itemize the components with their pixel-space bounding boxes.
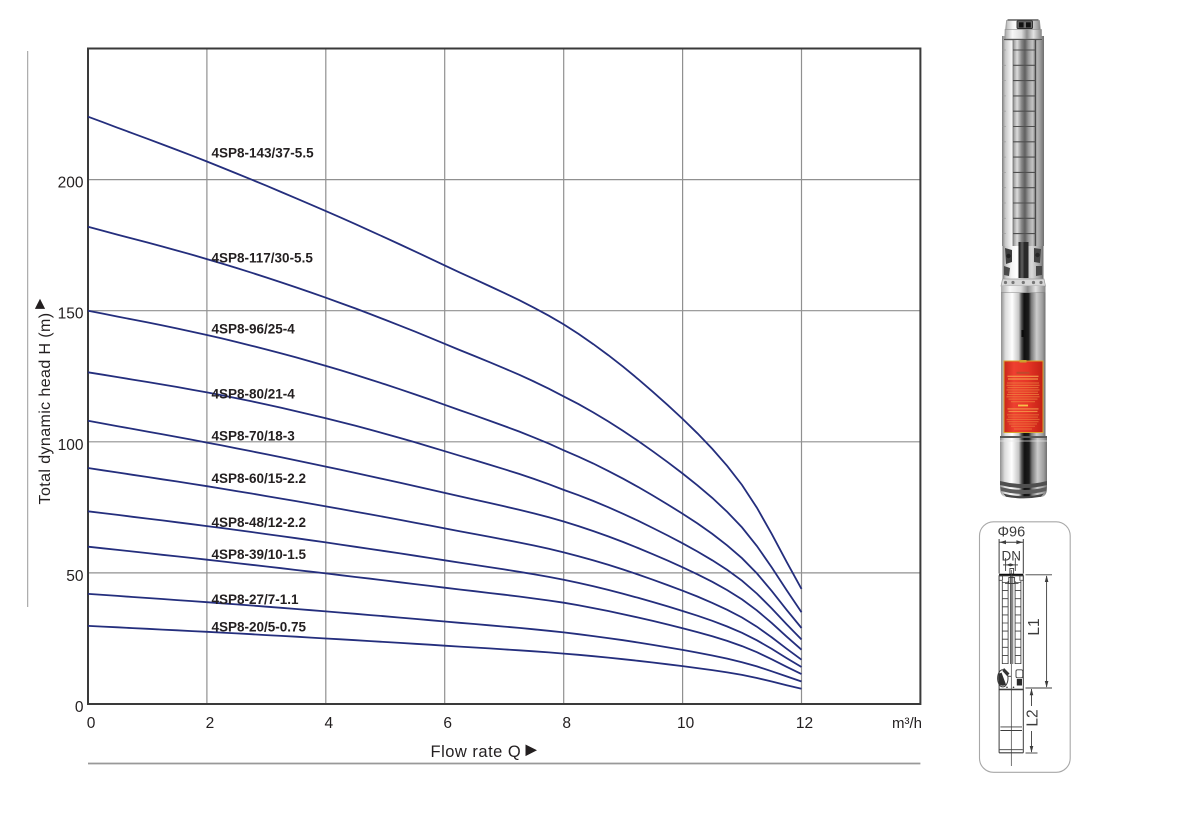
svg-text:0: 0 <box>87 715 96 732</box>
svg-text:2: 2 <box>206 715 215 732</box>
svg-text:DN: DN <box>1002 549 1022 564</box>
svg-text:0: 0 <box>75 699 84 716</box>
svg-text:4SP8-27/7-1.1: 4SP8-27/7-1.1 <box>212 592 300 607</box>
svg-text:100: 100 <box>58 437 84 454</box>
svg-text:Total dynamic head H (m): Total dynamic head H (m) <box>37 313 54 505</box>
svg-text:200: 200 <box>58 175 84 192</box>
svg-text:10: 10 <box>677 715 695 732</box>
svg-text:4SP8-70/18-3: 4SP8-70/18-3 <box>212 429 296 444</box>
svg-text:Φ96: Φ96 <box>997 525 1025 541</box>
svg-text:6: 6 <box>443 715 452 732</box>
svg-text:L2: L2 <box>1025 709 1042 726</box>
svg-text:50: 50 <box>66 568 84 585</box>
svg-text:4SP8-117/30-5.5: 4SP8-117/30-5.5 <box>212 250 314 265</box>
svg-text:m³/h: m³/h <box>892 715 922 732</box>
svg-text:4SP8-39/10-1.5: 4SP8-39/10-1.5 <box>212 547 307 562</box>
svg-text:12: 12 <box>796 715 813 732</box>
svg-text:4SP8-60/15-2.2: 4SP8-60/15-2.2 <box>212 471 307 486</box>
svg-text:4SP8-20/5-0.75: 4SP8-20/5-0.75 <box>212 620 307 635</box>
svg-text:4SP8-96/25-4: 4SP8-96/25-4 <box>212 322 296 337</box>
svg-text:4SP8-80/21-4: 4SP8-80/21-4 <box>212 387 296 402</box>
svg-text:L1: L1 <box>1026 618 1043 635</box>
svg-text:150: 150 <box>58 306 84 323</box>
svg-text:4: 4 <box>324 715 333 732</box>
svg-text:4SP8-48/12-2.2: 4SP8-48/12-2.2 <box>212 515 307 530</box>
svg-text:4SP8-143/37-5.5: 4SP8-143/37-5.5 <box>212 146 315 161</box>
svg-text:8: 8 <box>562 715 571 732</box>
svg-text:Flow rate Q: Flow rate Q <box>431 743 522 761</box>
